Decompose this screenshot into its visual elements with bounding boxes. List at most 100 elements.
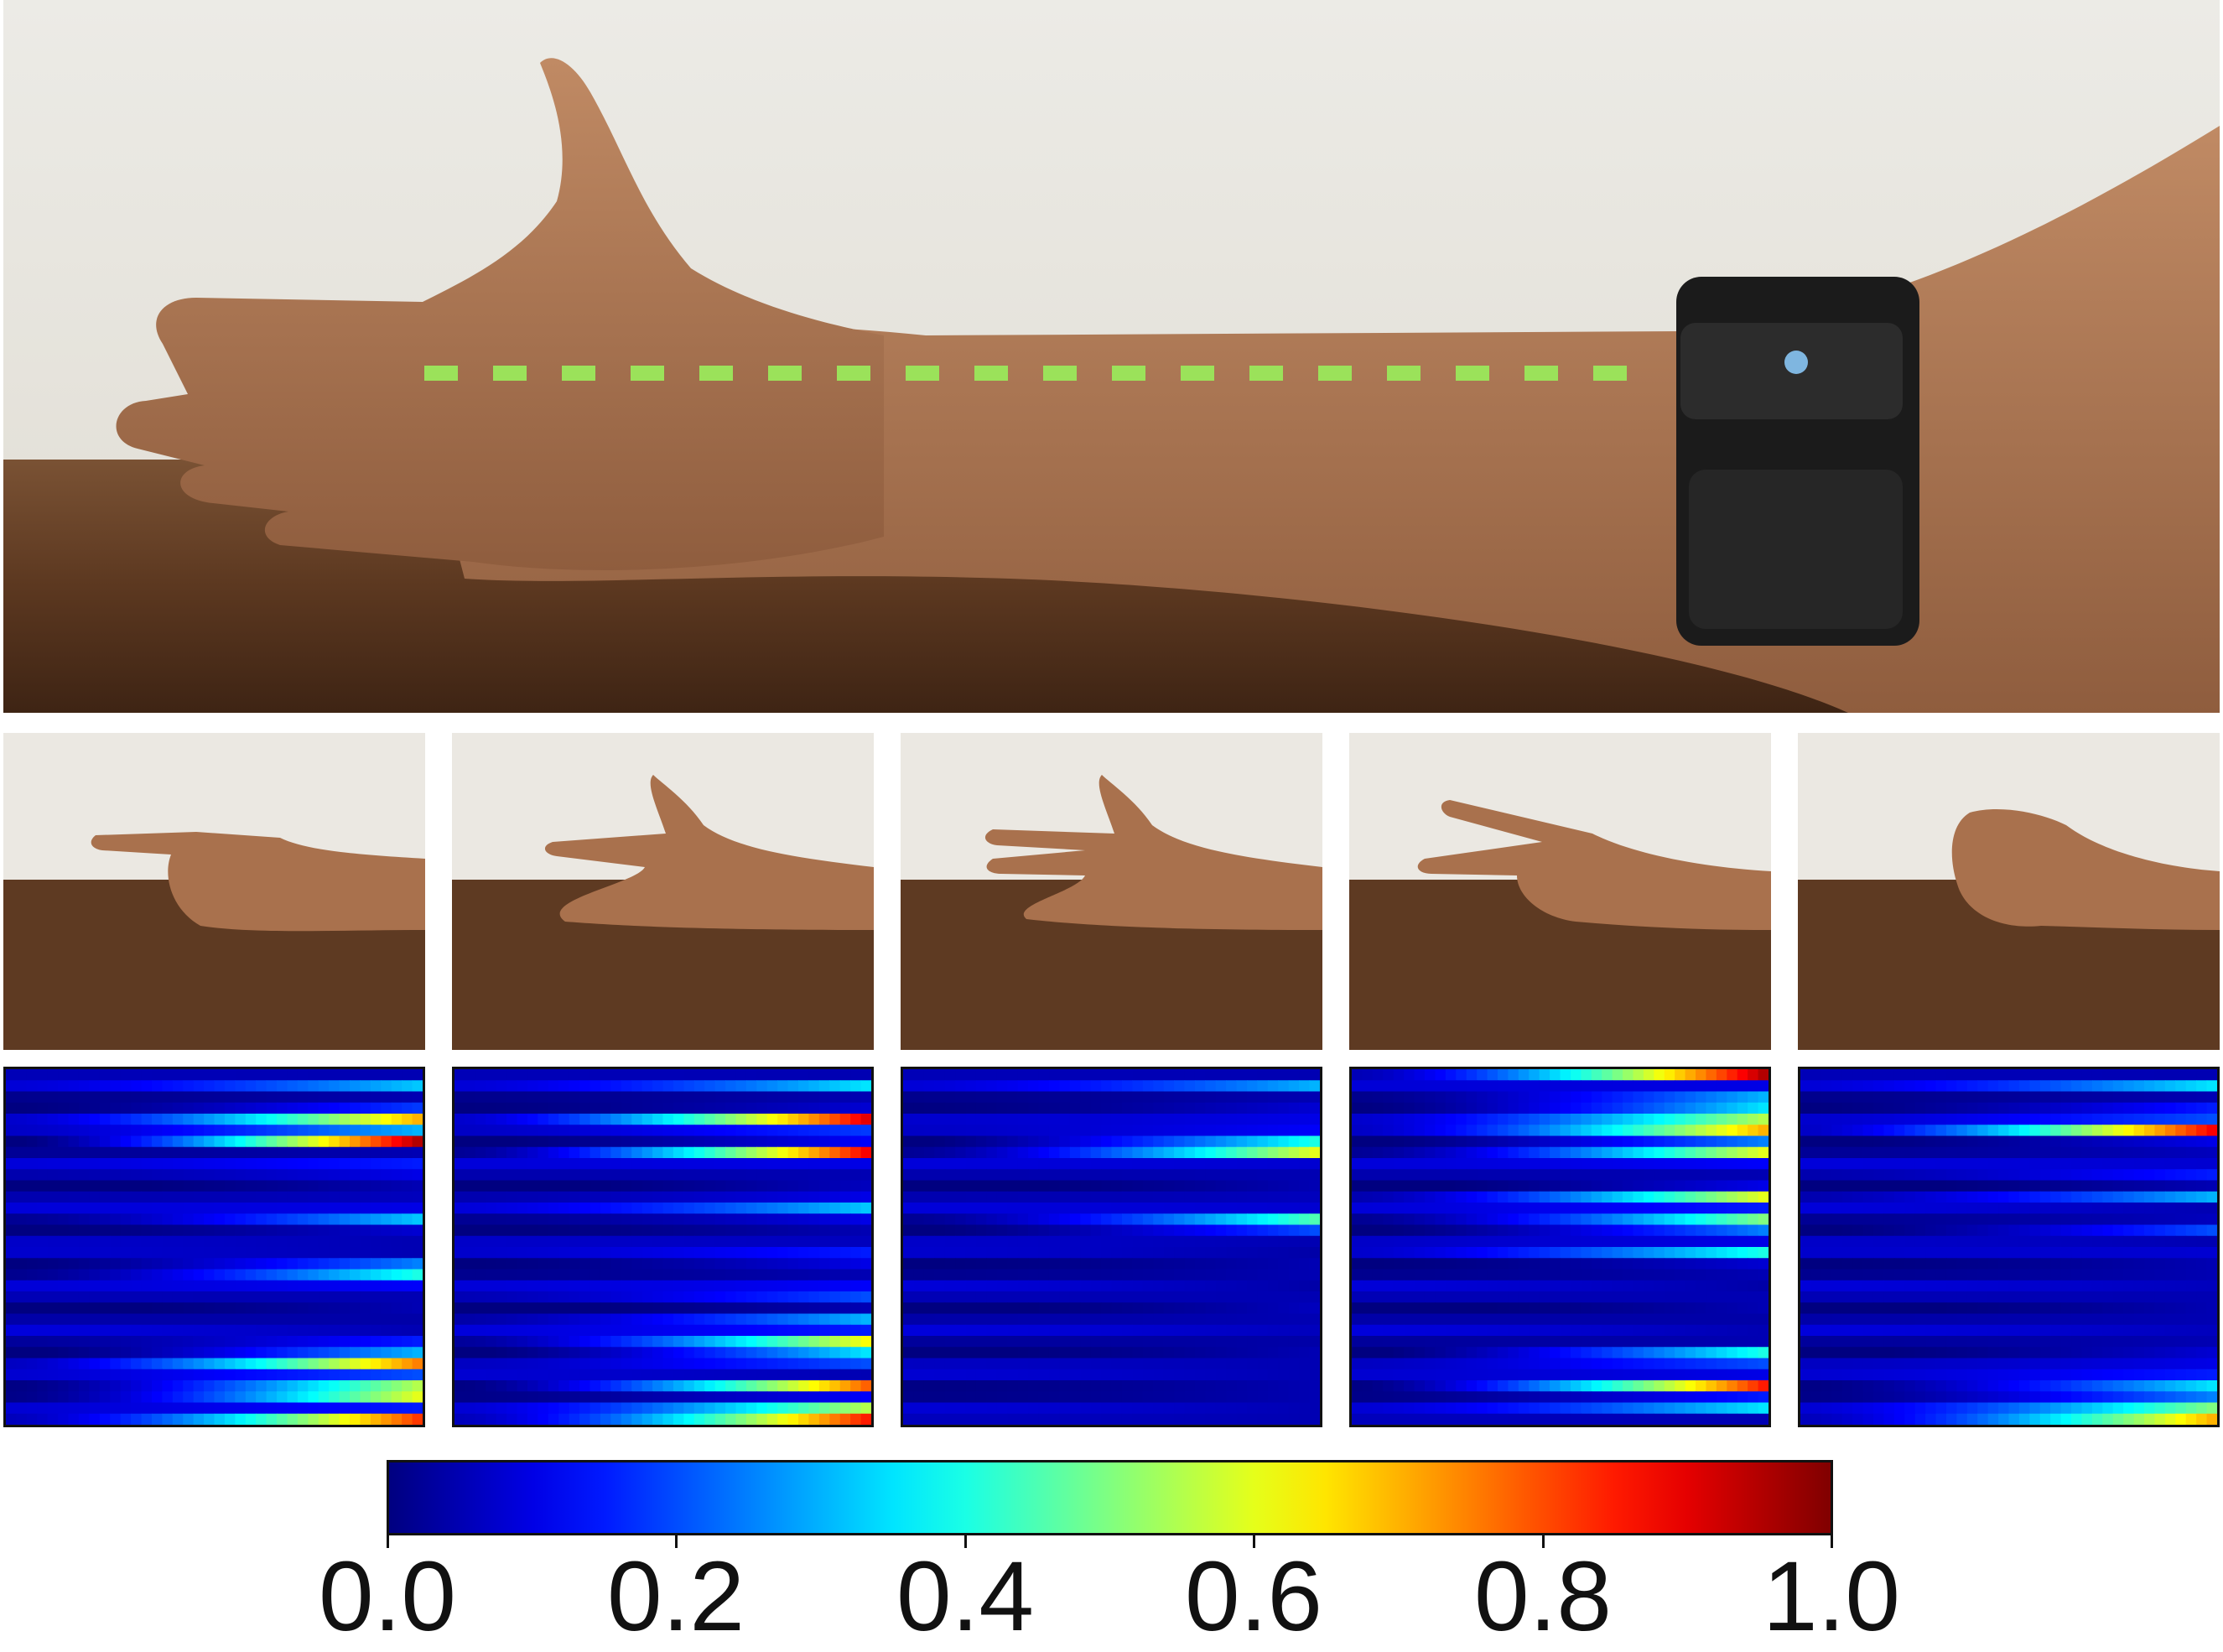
heatmap-cell	[527, 1314, 538, 1326]
heatmap-cell	[819, 1080, 830, 1092]
heatmap-cell	[1425, 1069, 1436, 1081]
heatmap-cell	[1153, 1358, 1164, 1370]
heatmap-cell	[1059, 1092, 1070, 1104]
heatmap-cell	[1028, 1369, 1039, 1381]
heatmap-cell	[267, 1181, 278, 1192]
heatmap-cell	[663, 1314, 674, 1326]
heatmap-cell	[256, 1225, 267, 1237]
heatmap-cell	[1748, 1158, 1758, 1170]
heatmap-cell	[110, 1369, 121, 1381]
heatmap-cell	[704, 1336, 715, 1348]
heatmap-cell	[1268, 1291, 1279, 1303]
heatmap-cell	[903, 1192, 914, 1203]
heatmap-cell	[1018, 1403, 1029, 1415]
heatmap-cell	[1415, 1291, 1426, 1303]
heatmap-cell	[1425, 1336, 1436, 1348]
heatmap-cell	[308, 1225, 319, 1237]
heatmap-cell	[704, 1391, 715, 1403]
heatmap-cell	[1550, 1069, 1561, 1081]
heatmap-cell	[131, 1270, 142, 1281]
heatmap-cell	[1289, 1203, 1300, 1214]
heatmap-cell	[1633, 1181, 1644, 1192]
heatmap-cell	[986, 1080, 997, 1092]
heatmap-cell	[777, 1314, 788, 1326]
heatmap-cell	[1018, 1291, 1029, 1303]
heatmap-cell	[966, 1103, 977, 1114]
heatmap-cell	[58, 1203, 69, 1214]
heatmap-cell	[1404, 1080, 1415, 1092]
heatmap-cell	[1174, 1069, 1185, 1081]
heatmap-cell	[1289, 1192, 1300, 1203]
heatmap-cell	[16, 1213, 27, 1225]
heatmap-cell	[673, 1103, 684, 1114]
heatmap-cell	[1435, 1302, 1446, 1314]
heatmap-cell	[267, 1080, 278, 1092]
heatmap-cell	[173, 1125, 184, 1136]
heatmap-cell	[767, 1347, 778, 1358]
heatmap-cell	[131, 1114, 142, 1125]
heatmap-cell	[1373, 1247, 1384, 1259]
heatmap-cell	[465, 1147, 475, 1159]
heatmap-cell	[1425, 1236, 1436, 1248]
heatmap-cell	[173, 1336, 184, 1348]
heatmap-cell	[579, 1270, 590, 1281]
heatmap-cell	[1143, 1403, 1154, 1415]
heatmap-cell	[1373, 1114, 1384, 1125]
heatmap-cell	[1153, 1270, 1164, 1281]
heatmap-cell	[1122, 1369, 1133, 1381]
heatmap-cell	[1132, 1270, 1143, 1281]
heatmap-cell	[1237, 1080, 1248, 1092]
heatmap-cell	[287, 1314, 298, 1326]
heatmap-cell	[152, 1136, 163, 1148]
heatmap-cell	[131, 1358, 142, 1370]
heatmap-cell	[788, 1403, 799, 1415]
heatmap-cell	[1456, 1258, 1467, 1270]
heatmap-cell	[829, 1369, 840, 1381]
heatmap-cell	[100, 1213, 111, 1225]
heatmap-cell	[1091, 1114, 1102, 1125]
heatmap-cell	[945, 1080, 956, 1092]
heatmap-cell	[340, 1169, 351, 1181]
heatmap-cell	[16, 1158, 27, 1170]
heatmap-cell	[287, 1147, 298, 1159]
heatmap-cell	[1446, 1302, 1457, 1314]
heatmap-cell	[1299, 1203, 1310, 1214]
heatmap-cell	[360, 1147, 371, 1159]
heatmap-cell	[79, 1414, 90, 1425]
heatmap-cell	[683, 1380, 694, 1392]
heatmap-cell	[903, 1158, 914, 1170]
heatmap-cell	[1675, 1258, 1685, 1270]
heatmap-cell	[142, 1192, 153, 1203]
heatmap-cell	[1112, 1158, 1123, 1170]
heatmap-cell	[1696, 1103, 1706, 1114]
heatmap-cell	[986, 1225, 997, 1237]
heatmap-cell	[506, 1380, 517, 1392]
heatmap-cell	[590, 1125, 601, 1136]
heatmap-cell	[256, 1380, 267, 1392]
heatmap-cell	[1633, 1158, 1644, 1170]
heatmap-cell	[1080, 1236, 1091, 1248]
heatmap-cell	[215, 1080, 226, 1092]
heatmap-cell	[1467, 1114, 1478, 1125]
heatmap-cell	[413, 1169, 423, 1181]
heatmap-cell	[1007, 1069, 1018, 1081]
heatmap-cell	[329, 1181, 340, 1192]
heatmap-cell	[1143, 1092, 1154, 1104]
heatmap-cell	[997, 1213, 1008, 1225]
heatmap-cell	[1039, 1325, 1050, 1337]
heatmap-cell	[298, 1136, 309, 1148]
heatmap-cell	[976, 1114, 987, 1125]
heatmap-cell	[1112, 1258, 1123, 1270]
heatmap-cell	[1456, 1314, 1467, 1326]
heatmap-cell	[100, 1291, 111, 1303]
heatmap-cell	[1299, 1169, 1310, 1181]
heatmap-cell	[215, 1291, 226, 1303]
heatmap-cell	[1143, 1080, 1154, 1092]
heatmap-cell	[225, 1314, 236, 1326]
heatmap-cell	[1143, 1114, 1154, 1125]
heatmap-cell	[1488, 1380, 1498, 1392]
heatmap-cell	[392, 1247, 403, 1259]
heatmap-cell	[579, 1169, 590, 1181]
heatmap-cell	[1195, 1092, 1206, 1104]
heatmap-cell	[506, 1225, 517, 1237]
